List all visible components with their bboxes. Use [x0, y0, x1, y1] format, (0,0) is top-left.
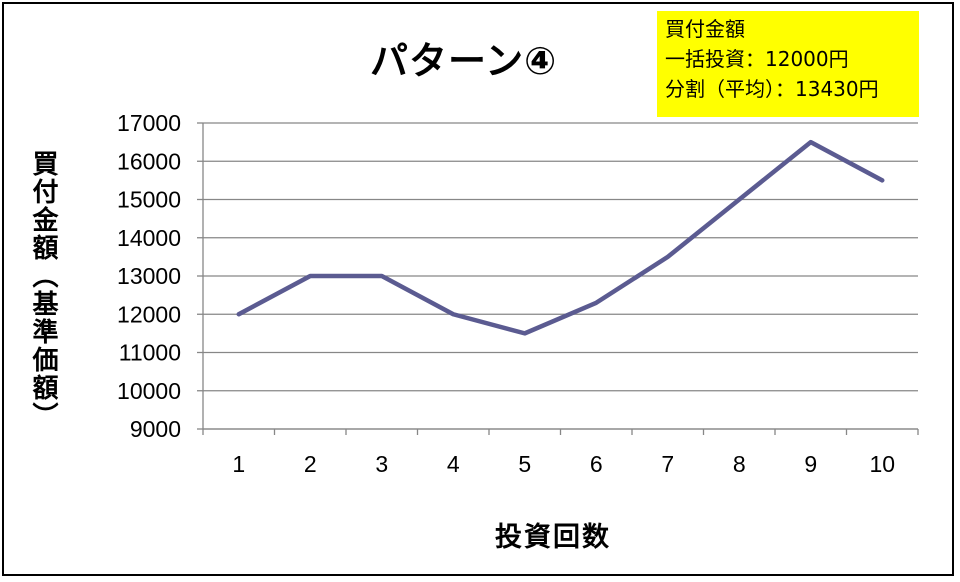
- y-tick-label: 14000: [117, 225, 181, 251]
- x-tick-label: 4: [447, 451, 460, 477]
- x-tick-label: 2: [304, 451, 317, 477]
- y-tick-label: 11000: [119, 340, 181, 366]
- annotation-line-2: 一括投資：12000円: [665, 47, 849, 71]
- x-tick-label: 5: [518, 451, 531, 477]
- y-tick-label: 9000: [130, 416, 181, 442]
- y-tick-label: 16000: [117, 148, 181, 174]
- x-axis-label: 投資回数: [495, 522, 611, 553]
- chart-title: パターン④: [370, 39, 558, 83]
- y-tick-label: 10000: [117, 378, 181, 404]
- x-tick-label: 1: [232, 451, 245, 477]
- annotation-box: 買付金額 一括投資：12000円 分割（平均）：13430円: [657, 11, 919, 117]
- y-tick-label: 12000: [117, 301, 181, 327]
- x-tick-label: 3: [375, 451, 388, 477]
- x-tick-label: 10: [869, 451, 895, 477]
- annotation-line-3: 分割（平均）：13430円: [665, 77, 879, 101]
- y-axis-label: 買付金額（基準価額）: [28, 150, 58, 430]
- y-tick-label: 13000: [117, 263, 181, 289]
- x-tick-label: 9: [804, 451, 817, 477]
- series-line: [236, 139, 885, 336]
- annotation-line-1: 買付金額: [665, 17, 745, 41]
- y-tick-label: 17000: [117, 110, 181, 136]
- x-tick-label: 7: [661, 451, 674, 477]
- x-tick-label: 8: [733, 451, 746, 477]
- x-tick-label: 6: [590, 451, 603, 477]
- y-tick-label: 15000: [117, 187, 181, 213]
